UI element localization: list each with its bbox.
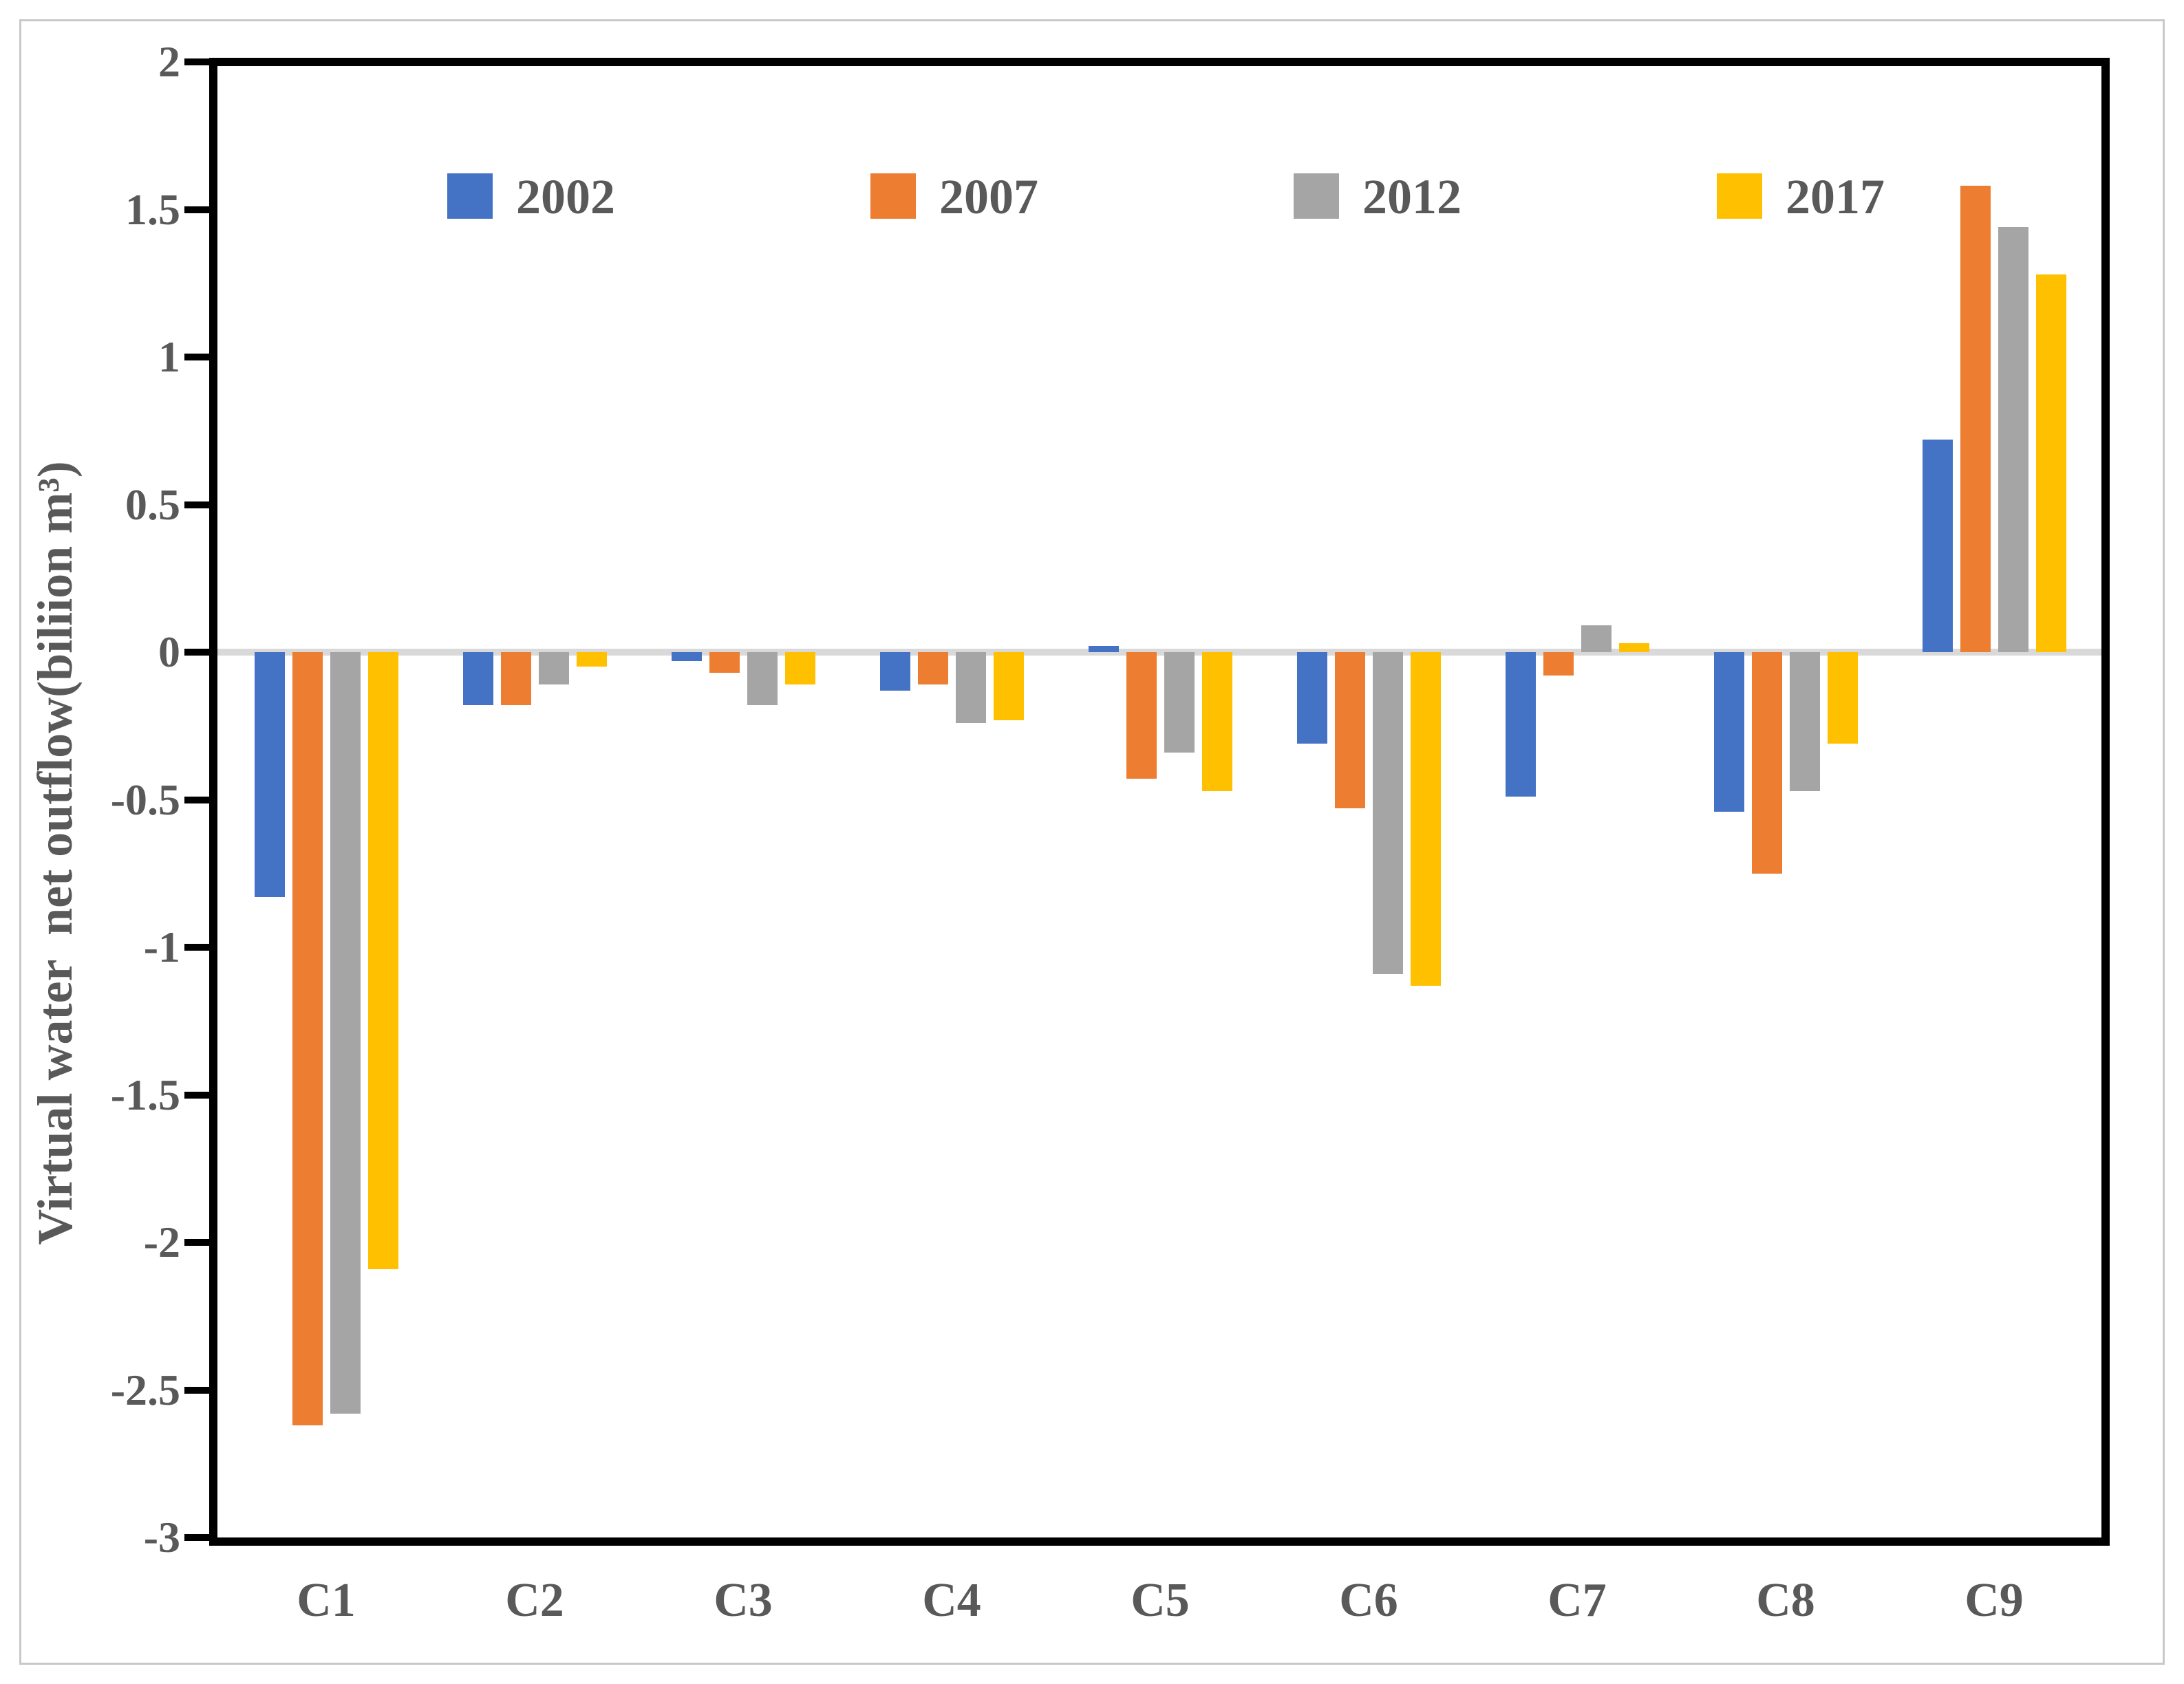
y-tick-mark <box>184 354 211 360</box>
y-tick-mark <box>184 1091 211 1099</box>
y-tick-mark <box>184 1534 211 1541</box>
legend-label-2012: 2012 <box>1362 169 1462 224</box>
bar-C5-2017 <box>1202 652 1232 791</box>
bar-C8-2002 <box>1714 652 1744 812</box>
bar-C2-2017 <box>577 652 607 667</box>
bar-C7-2017 <box>1619 643 1649 652</box>
bar-C2-2007 <box>501 652 531 705</box>
bar-C7-2002 <box>1506 652 1536 797</box>
y-tick-mark <box>184 944 211 951</box>
bar-C1-2012 <box>330 652 361 1414</box>
y-tick-mark <box>184 206 211 213</box>
x-tick-label-C2: C2 <box>505 1574 564 1627</box>
y-tick-label: 0 <box>158 627 180 676</box>
y-tick-label: -1 <box>143 922 180 971</box>
bar-C6-2012 <box>1373 652 1403 974</box>
x-tick-label-C5: C5 <box>1131 1574 1190 1627</box>
legend-swatch-2007 <box>870 173 916 219</box>
x-tick-label-C3: C3 <box>714 1574 773 1627</box>
y-tick-label: -3 <box>143 1513 180 1562</box>
y-tick-label: -2 <box>143 1218 180 1266</box>
bar-C4-2017 <box>994 652 1024 720</box>
bar-C4-2007 <box>918 652 948 684</box>
bar-C7-2012 <box>1581 625 1612 652</box>
legend-label-2007: 2007 <box>939 169 1038 224</box>
y-tick-mark <box>184 649 211 656</box>
bar-C6-2017 <box>1411 652 1441 986</box>
x-tick-label-C6: C6 <box>1339 1574 1398 1627</box>
bar-C8-2017 <box>1828 652 1858 744</box>
y-tick-mark <box>184 796 211 803</box>
plot-area <box>217 66 2101 1537</box>
bar-C6-2007 <box>1335 652 1365 808</box>
bar-C3-2012 <box>747 652 778 705</box>
x-tick-label-C1: C1 <box>297 1574 356 1627</box>
x-tick-label-C4: C4 <box>922 1574 981 1627</box>
y-tick-label: -1.5 <box>110 1070 180 1119</box>
bar-C3-2017 <box>785 652 815 684</box>
y-tick-mark <box>184 501 211 508</box>
bar-C5-2007 <box>1126 652 1157 779</box>
x-tick-label-C9: C9 <box>1964 1574 2024 1627</box>
y-tick-label: -0.5 <box>110 775 180 824</box>
y-tick-mark <box>184 58 211 65</box>
bar-C5-2012 <box>1164 652 1195 753</box>
legend-label-2002: 2002 <box>516 169 615 224</box>
y-tick-mark <box>184 1386 211 1394</box>
y-tick-label: 1 <box>158 332 180 381</box>
bar-C9-2007 <box>1960 186 1991 652</box>
y-tick-label: 1.5 <box>125 184 180 234</box>
plot-frame <box>209 58 2110 1546</box>
bar-C8-2012 <box>1790 652 1820 791</box>
bar-C4-2012 <box>956 652 986 723</box>
y-tick-label: -2.5 <box>110 1365 180 1414</box>
y-tick-label: 2 <box>158 37 180 86</box>
bar-C3-2007 <box>709 652 740 673</box>
legend-swatch-2012 <box>1294 173 1339 219</box>
bar-C5-2002 <box>1089 646 1119 652</box>
legend-swatch-2017 <box>1717 173 1762 219</box>
bar-C1-2007 <box>292 652 323 1425</box>
y-tick-mark <box>184 1239 211 1246</box>
bar-C2-2012 <box>539 652 569 684</box>
bar-C1-2017 <box>368 652 398 1269</box>
bar-C9-2017 <box>2036 274 2066 652</box>
x-tick-label-C7: C7 <box>1548 1574 1607 1627</box>
bar-C8-2007 <box>1752 652 1782 874</box>
legend-swatch-2002 <box>447 173 493 219</box>
x-tick-label-C8: C8 <box>1756 1574 1815 1627</box>
bar-C7-2007 <box>1543 652 1574 676</box>
bar-C9-2012 <box>1998 227 2028 652</box>
bar-C2-2002 <box>463 652 493 705</box>
bar-C3-2002 <box>672 652 702 661</box>
bar-C1-2002 <box>255 652 285 897</box>
bar-C9-2002 <box>1923 440 1953 652</box>
bar-C4-2002 <box>880 652 910 691</box>
y-tick-label: 0.5 <box>125 479 180 529</box>
bar-C6-2002 <box>1297 652 1327 744</box>
zero-gridline <box>217 649 2101 656</box>
legend-label-2017: 2017 <box>1786 169 1885 224</box>
